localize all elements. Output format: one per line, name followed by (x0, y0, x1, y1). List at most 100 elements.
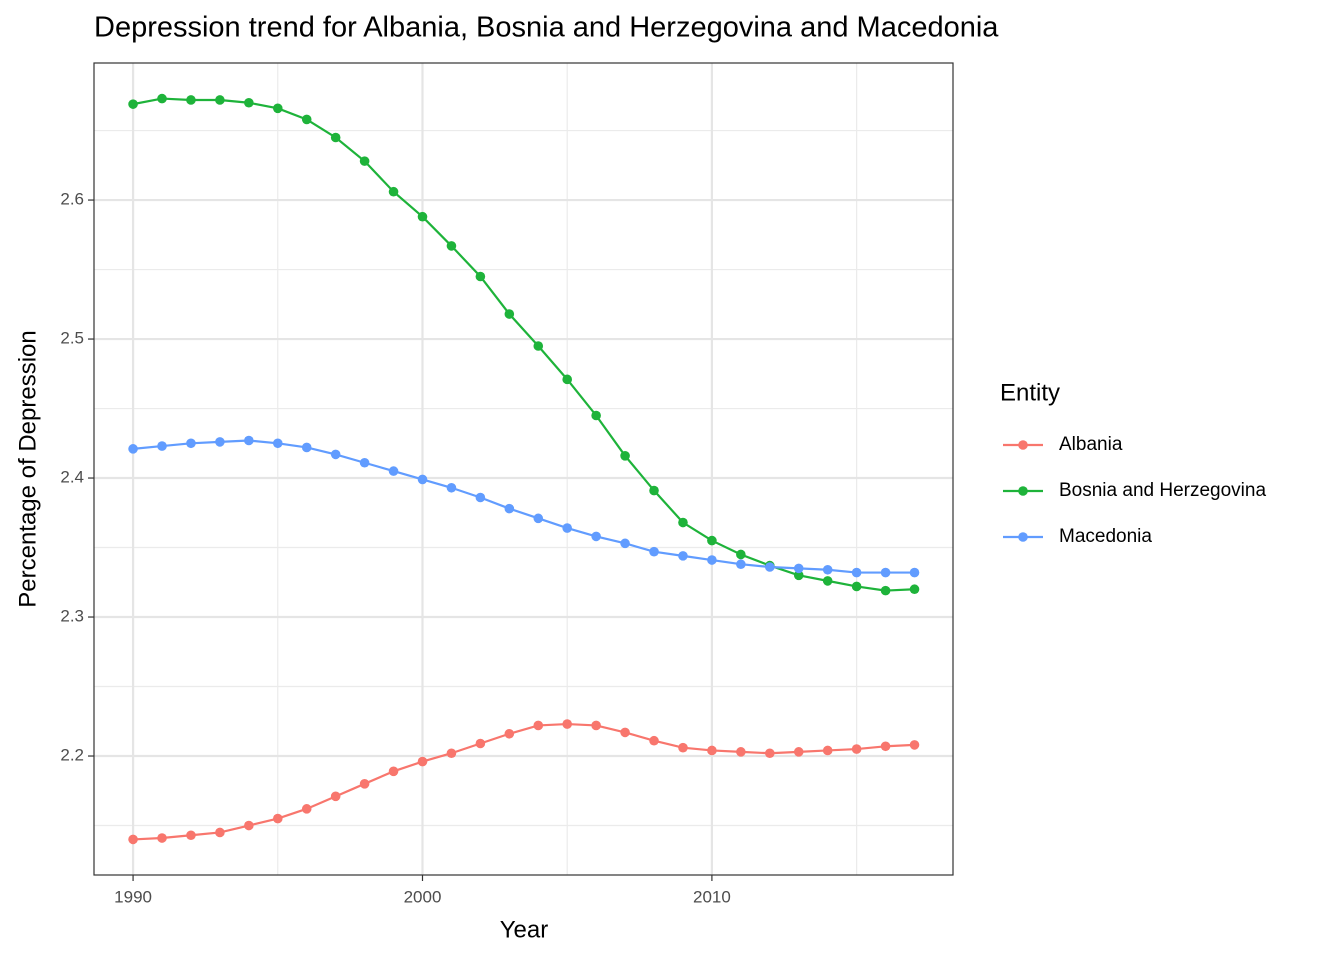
data-point (359, 779, 370, 789)
data-point (649, 485, 659, 496)
data-point (330, 132, 341, 143)
legend-key-point (1018, 440, 1028, 450)
data-point (649, 546, 659, 557)
data-point (186, 438, 196, 449)
data-point (562, 374, 573, 385)
data-point (301, 114, 312, 125)
data-point (301, 804, 312, 814)
data-point (620, 538, 630, 549)
data-point (909, 740, 920, 750)
data-point (736, 549, 746, 560)
data-point (649, 735, 659, 746)
data-point (157, 441, 167, 451)
data-point (128, 99, 138, 109)
data-point (417, 211, 428, 222)
data-point (388, 466, 399, 476)
data-point (446, 241, 457, 251)
y-axis-label: Percentage of Depression (14, 330, 41, 608)
data-point (475, 271, 486, 282)
data-point (822, 745, 833, 756)
data-point (330, 449, 341, 460)
data-point (215, 827, 225, 838)
data-point (822, 564, 833, 575)
legend-label: Macedonia (1059, 526, 1152, 547)
data-point (620, 727, 630, 738)
data-point (446, 748, 457, 759)
data-point (446, 482, 457, 493)
y-tick-label: 2.2 (60, 746, 84, 765)
data-point (764, 562, 775, 572)
data-point (272, 103, 283, 114)
data-point (244, 820, 254, 831)
data-point (851, 744, 862, 754)
data-point (504, 503, 515, 514)
data-point (909, 584, 920, 595)
y-tick-label: 2.3 (60, 607, 84, 626)
data-point (417, 756, 428, 767)
legend-key-point (1018, 532, 1028, 542)
data-point (533, 513, 544, 524)
data-point (678, 551, 688, 561)
data-point (215, 437, 225, 447)
data-point (215, 95, 225, 105)
data-point (736, 559, 746, 570)
x-tick-label: 1990 (114, 887, 152, 906)
data-point (880, 585, 891, 596)
data-point (620, 450, 630, 461)
y-tick-label: 2.4 (60, 468, 84, 487)
data-point (562, 719, 573, 729)
data-point (301, 442, 312, 453)
data-point (272, 813, 283, 824)
data-point (736, 747, 746, 757)
data-point (678, 517, 688, 528)
legend-label: Bosnia and Herzegovina (1059, 480, 1266, 501)
y-tick-label: 2.5 (60, 329, 84, 348)
x-axis-label: Year (500, 916, 549, 943)
data-point (504, 728, 515, 739)
data-point (388, 186, 399, 197)
data-point (128, 444, 138, 454)
data-point (707, 745, 717, 756)
data-point (272, 438, 283, 449)
data-point (880, 741, 891, 752)
data-point (793, 563, 804, 574)
legend-label: Albania (1059, 434, 1123, 455)
data-point (533, 341, 544, 351)
data-point (186, 95, 196, 105)
series-line (132, 439, 915, 574)
data-point (128, 834, 138, 845)
data-point (851, 581, 862, 592)
data-point (157, 93, 167, 104)
data-point (793, 570, 804, 581)
data-point (678, 742, 688, 753)
data-point (562, 523, 573, 533)
data-point (591, 531, 601, 542)
data-point (707, 535, 717, 546)
data-point (793, 747, 804, 757)
data-point (851, 567, 862, 578)
data-point (330, 791, 341, 802)
data-point (157, 833, 167, 843)
x-tick-label: 2000 (404, 887, 442, 906)
data-point (822, 576, 833, 586)
data-point (591, 720, 601, 731)
data-point (533, 720, 544, 731)
data-point (186, 830, 196, 841)
data-point (475, 738, 486, 749)
series-line (133, 722, 915, 841)
chart-title: Depression trend for Albania, Bosnia and… (94, 12, 999, 44)
series-line (132, 97, 915, 592)
data-point (475, 492, 486, 503)
data-point (909, 567, 920, 578)
data-point (359, 457, 370, 468)
data-point (388, 766, 399, 777)
data-point (359, 156, 370, 166)
plot-border (93, 62, 954, 876)
data-point (880, 567, 891, 578)
legend-title: Entity (1000, 379, 1060, 406)
data-point (591, 410, 601, 421)
data-point (707, 555, 717, 565)
data-point (244, 435, 254, 446)
y-tick-label: 2.6 (60, 190, 84, 209)
